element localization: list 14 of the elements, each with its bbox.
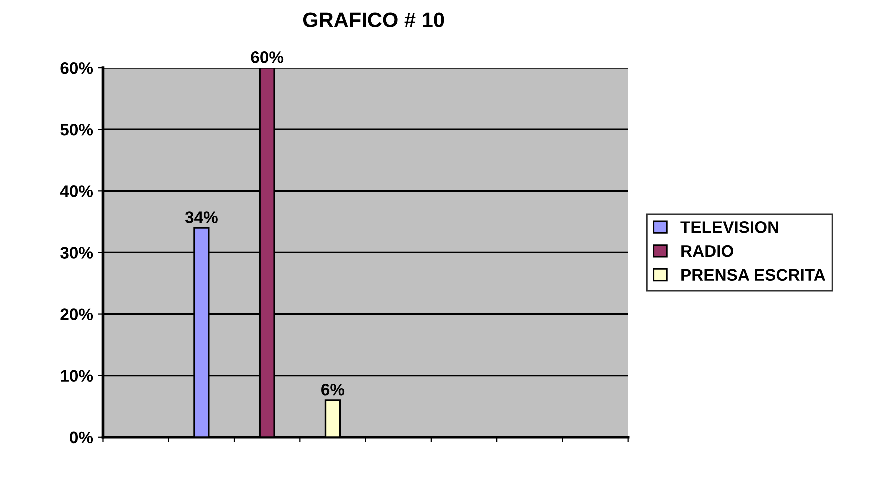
legend-label: PRENSA ESCRITA: [682, 269, 826, 282]
y-tick-label: 60%: [60, 62, 94, 74]
y-tick-label: 40%: [60, 186, 94, 198]
chart-title: GRAFICO # 10: [303, 12, 444, 28]
legend-label: RADIO: [682, 245, 734, 258]
data-label: 34%: [185, 212, 218, 224]
y-tick-label: 10%: [61, 370, 94, 382]
legend-label: TELEVISION: [680, 222, 778, 234]
data-label: 60%: [251, 52, 284, 64]
y-tick-label: 30%: [60, 247, 94, 259]
y-tick-label: 50%: [60, 124, 94, 136]
y-tick-label: 0%: [70, 432, 94, 444]
y-tick-label: 20%: [60, 308, 94, 320]
data-label: 6%: [322, 384, 345, 396]
